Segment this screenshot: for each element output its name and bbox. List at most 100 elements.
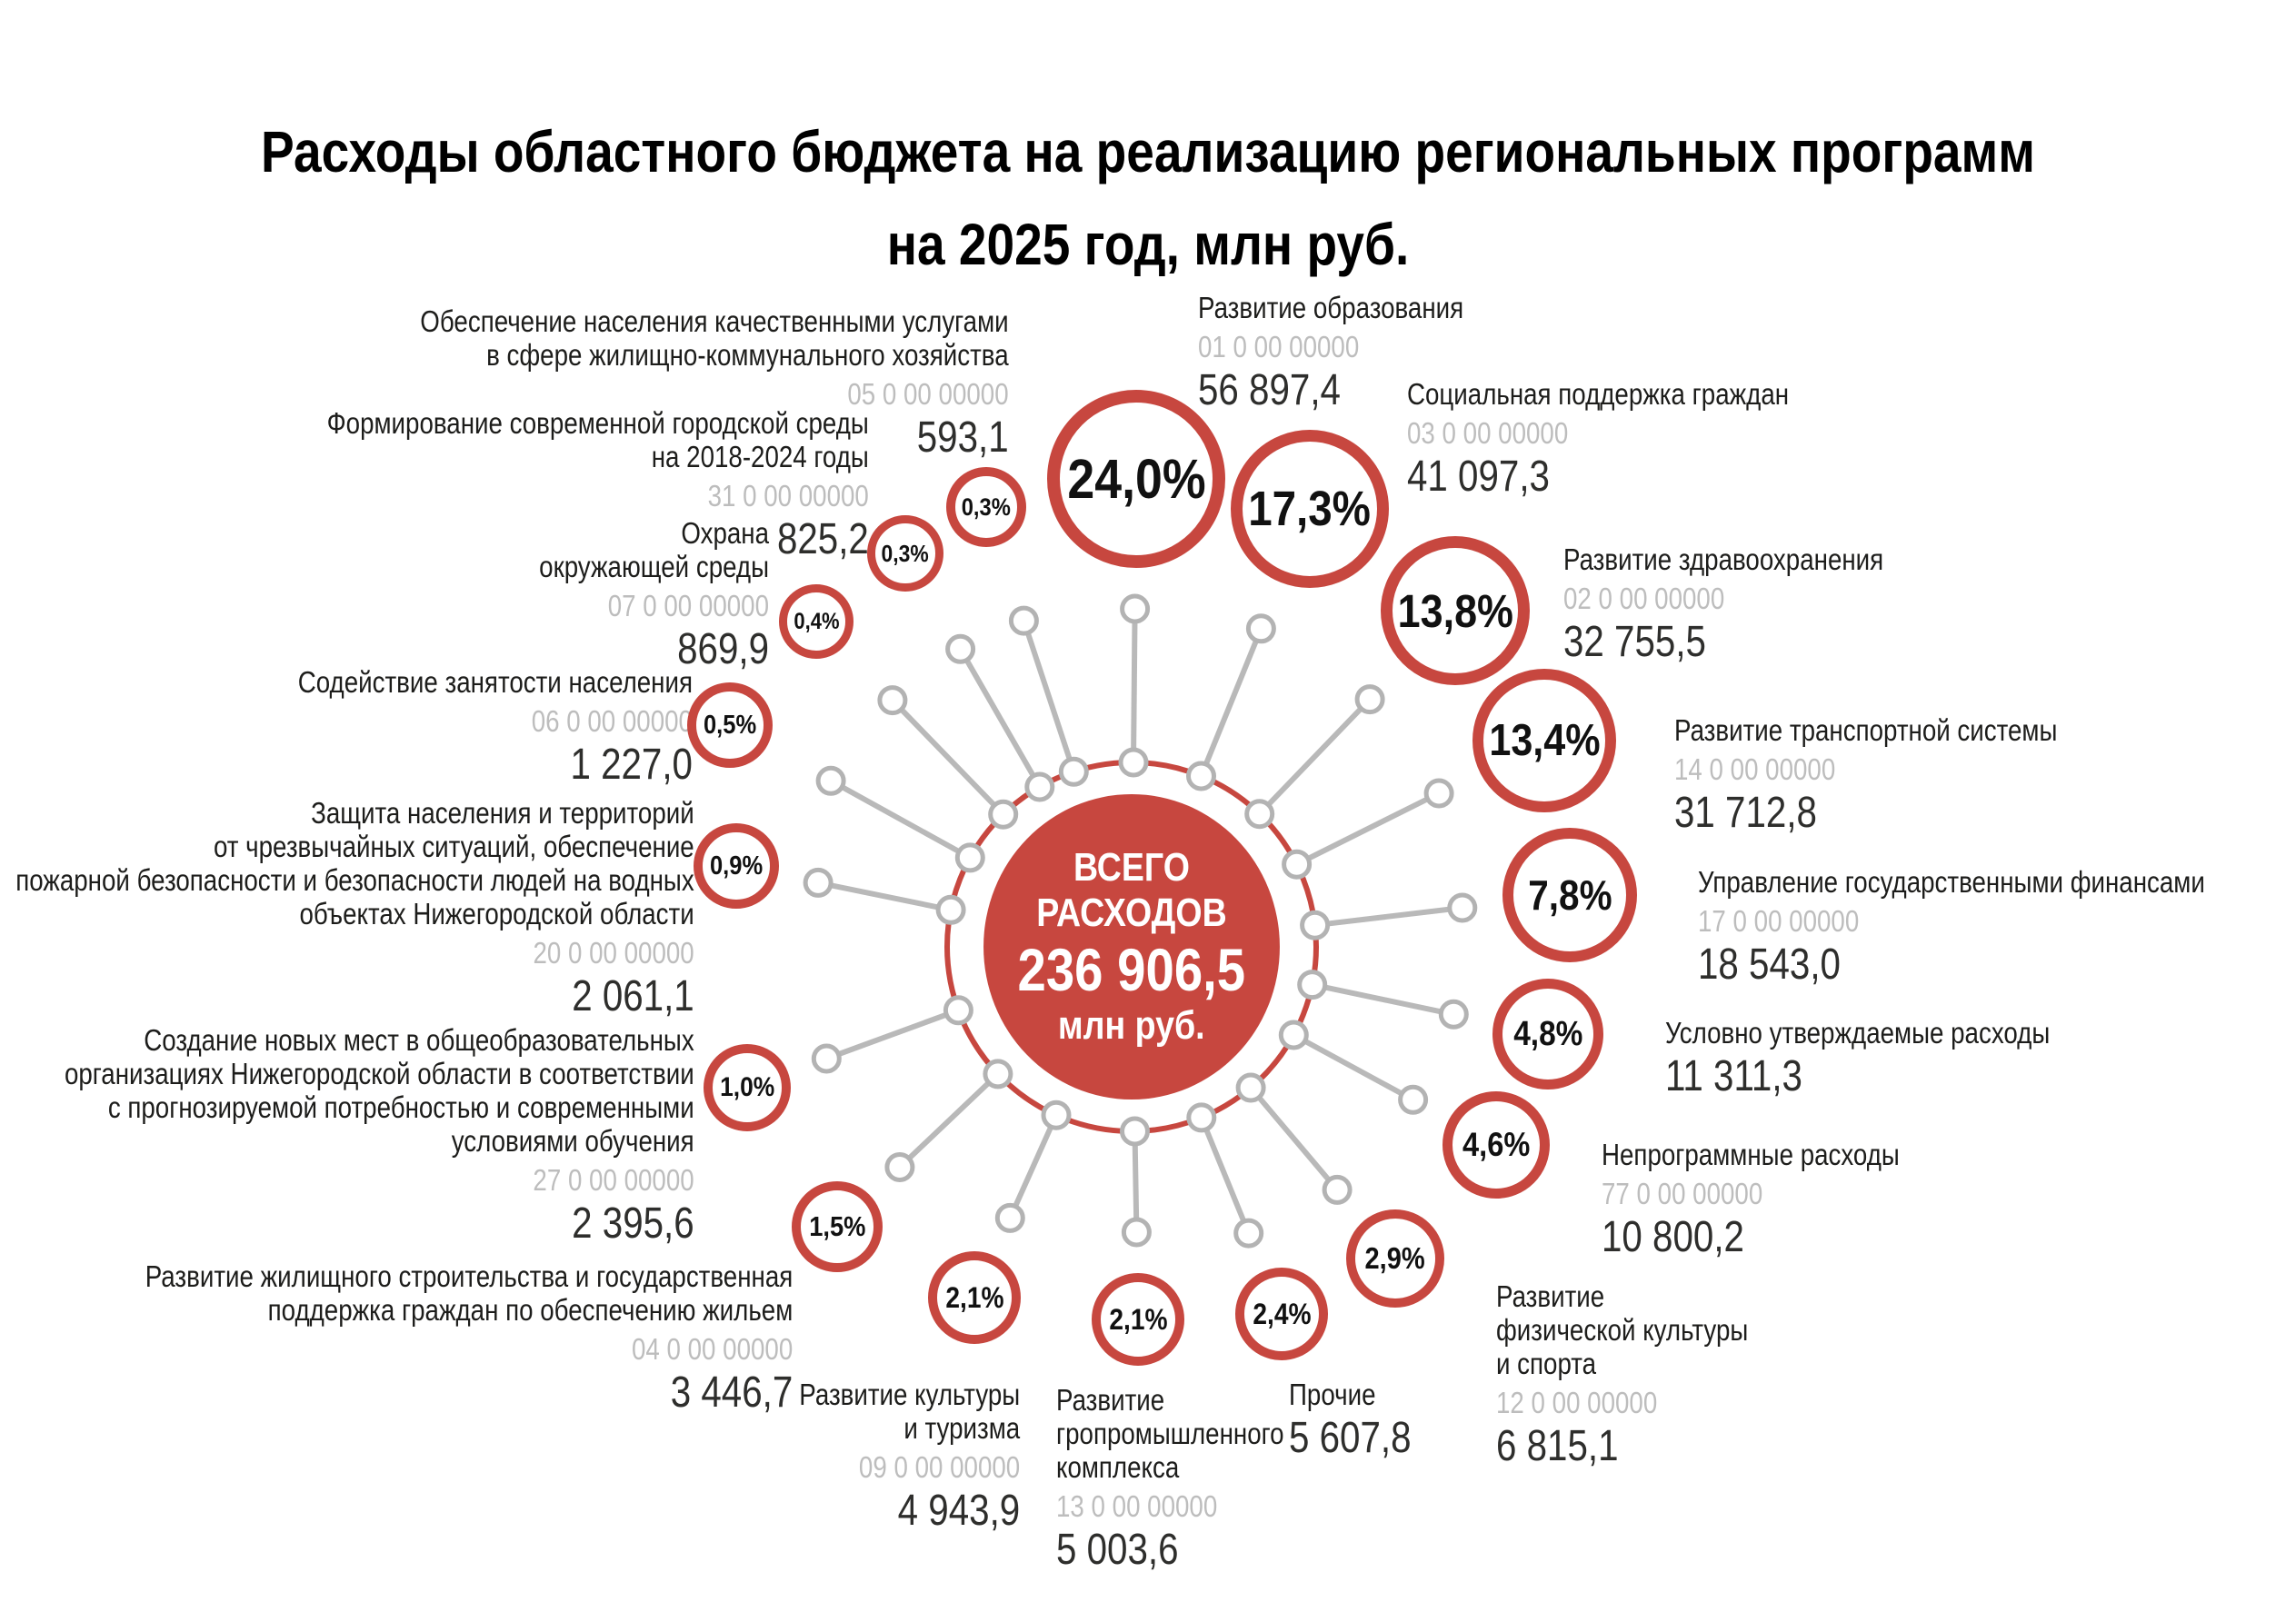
label-amount: 2 395,6 [572, 1199, 694, 1248]
spoke-node-inner [1282, 849, 1313, 880]
label-amount: 4 943,9 [897, 1487, 1020, 1535]
label-name-line: Развитие [1056, 1383, 1165, 1417]
spoke-line [1131, 608, 1138, 763]
label-name-line: поддержка граждан по обеспечению жильем [267, 1293, 793, 1327]
label-code: 77 0 00 00000 [1602, 1177, 1763, 1210]
label-amount: 41 097,3 [1407, 453, 1550, 501]
bubble-agro: 2,1% [1092, 1273, 1184, 1366]
label-finance: Управление государственными финансами 17… [1698, 865, 2205, 989]
label-code: 02 0 00 00000 [1563, 582, 1725, 615]
label-code: 03 0 00 00000 [1407, 416, 1569, 450]
spoke-node-inner [943, 995, 973, 1026]
page-title-line1: Расходы областного бюджета на реализацию… [261, 119, 2035, 184]
page-title: Расходы областного бюджета на реализацию… [161, 105, 2135, 291]
spoke-node-outer [877, 685, 908, 716]
label-amount: 5 003,6 [1056, 1526, 1179, 1574]
label-amount: 5 607,8 [1289, 1414, 1412, 1462]
label-schools: Создание новых мест в общеобразовательны… [65, 1023, 694, 1248]
spoke-node-inner [1235, 1072, 1266, 1103]
bubble-sport: 2,9% [1346, 1209, 1444, 1308]
bubble-percent: 0,3% [961, 493, 1012, 521]
spoke-line [1312, 981, 1454, 1018]
spoke-line [890, 698, 1005, 817]
bubble-percent: 2,9% [1364, 1241, 1426, 1275]
label-name-line: Содействие занятости населения [297, 665, 693, 699]
label-education: Развитие образования 01 0 00 00000 56 89… [1198, 291, 1463, 414]
label-name-line: Охрана [681, 516, 769, 550]
label-amount: 31 712,8 [1674, 789, 1817, 837]
total-circle: ВСЕГО РАСХОДОВ 236 906,5 млн руб. [983, 794, 1280, 1100]
spoke-line [957, 647, 1043, 789]
label-agro: Развитие гропромышленного комплекса 13 0… [1056, 1383, 1284, 1574]
spoke-node-inner [935, 894, 966, 925]
label-code: 27 0 00 00000 [533, 1163, 694, 1197]
page-title-line2: на 2025 год, млн руб. [886, 212, 1410, 277]
spoke-node-outer [1438, 999, 1469, 1030]
bubble-housing: 1,5% [792, 1181, 883, 1272]
spoke-node-inner [1244, 799, 1275, 830]
spoke-line [1295, 791, 1441, 867]
label-name-line: объектах Нижегородской области [299, 897, 694, 930]
label-code: 20 0 00 00000 [533, 936, 694, 970]
spoke-line [1007, 1113, 1059, 1219]
label-name-line: Развитие [1496, 1279, 1605, 1313]
label-amount: 2 061,1 [572, 972, 694, 1020]
label-name-line: Условно утверждаемые расходы [1665, 1016, 2051, 1050]
bubble-culture: 2,1% [928, 1251, 1021, 1344]
label-name-line: Развитие транспортной системы [1674, 713, 2058, 747]
label-amount: 3 446,7 [670, 1368, 793, 1417]
label-code: 12 0 00 00000 [1496, 1386, 1658, 1419]
label-name-line: Социальная поддержка граждан [1407, 377, 1790, 411]
spoke-node-inner [1041, 1100, 1072, 1130]
spoke-line [1198, 627, 1264, 778]
spoke-node-outer [1447, 892, 1478, 923]
label-ecology: Охрана окружающей среды 07 0 00 00000 86… [539, 516, 769, 673]
label-name-line: гропромышленного [1056, 1417, 1284, 1450]
spoke-line [817, 880, 952, 913]
label-utilities: Обеспечение населения качественными услу… [421, 304, 1009, 462]
label-housing: Развитие жилищного строительства и госуд… [145, 1259, 793, 1417]
bubble-percent: 4,6% [1462, 1126, 1531, 1163]
bubble-percent: 2,1% [944, 1280, 1004, 1314]
label-urban-env: Формирование современной городской среды… [327, 406, 869, 563]
bubble-percent: 1,0% [719, 1072, 775, 1102]
label-sport: Развитие физической культуры и спорта 12… [1496, 1279, 1748, 1470]
bubble-social-support: 17,3% [1231, 430, 1389, 588]
label-name-line: Непрограммные расходы [1602, 1138, 1900, 1171]
label-name-line: Развитие образования [1198, 291, 1464, 324]
spoke-node-inner [1278, 1020, 1309, 1050]
spoke-node-outer [1245, 613, 1276, 644]
spoke-node-inner [1300, 910, 1331, 940]
spoke-line [1257, 697, 1373, 816]
spoke-node-outer [945, 633, 976, 664]
spoke-line [897, 1071, 1000, 1169]
label-code: 13 0 00 00000 [1056, 1489, 1218, 1523]
label-name-line: Защита населения и территорий [311, 796, 694, 830]
spoke-line [829, 778, 972, 861]
spoke-line [1292, 1032, 1415, 1102]
bubble-healthcare: 13,8% [1381, 536, 1530, 685]
spoke-node-inner [1024, 771, 1055, 802]
label-code: 06 0 00 00000 [531, 704, 693, 738]
spoke-node-outer [1322, 1174, 1353, 1205]
label-name-line: пожарной безопасности и безопасности люд… [15, 863, 694, 897]
spoke-node-outer [1121, 1217, 1152, 1248]
label-conditional: Условно утверждаемые расходы 11 311,3 [1665, 1016, 2050, 1100]
bubble-percent: 0,4% [793, 608, 840, 634]
bubble-nonprogram: 4,6% [1442, 1091, 1550, 1199]
bubble-percent: 7,8% [1527, 871, 1612, 919]
label-name-line: Развитие здравоохранения [1563, 542, 1884, 576]
label-code: 09 0 00 00000 [858, 1450, 1020, 1484]
label-name-line: Развитие жилищного строительства и госуд… [145, 1259, 793, 1293]
bubble-urban-env: 0,3% [867, 515, 943, 592]
label-amount: 825,2 [777, 515, 869, 563]
spoke-line [1199, 1116, 1252, 1235]
label-name-line: и спорта [1496, 1347, 1597, 1380]
spoke-line [825, 1007, 960, 1061]
bubble-ecology: 0,4% [779, 584, 854, 659]
label-name-line: от чрезвычайных ситуаций, обеспечение [214, 830, 694, 863]
bubble-transport: 13,4% [1472, 669, 1616, 812]
bubble-percent: 0,3% [881, 539, 930, 567]
bubble-percent: 17,3% [1248, 482, 1372, 536]
